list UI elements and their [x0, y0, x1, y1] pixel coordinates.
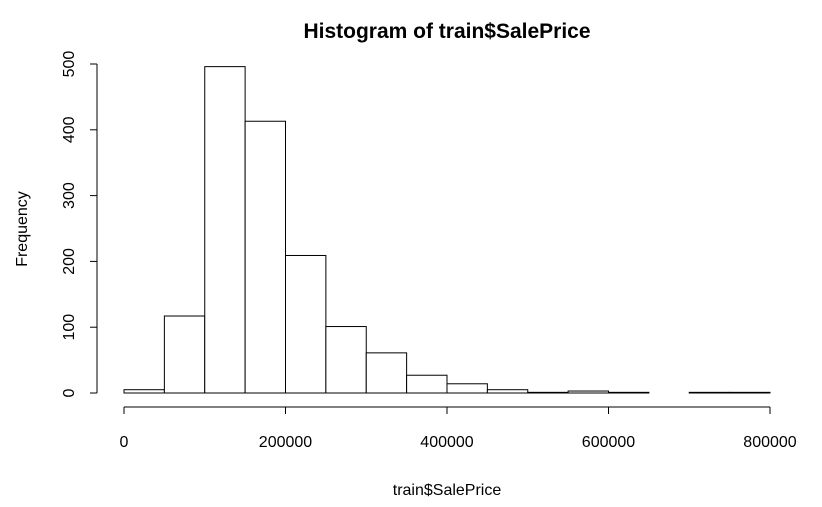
y-tick-label-4: 400	[61, 116, 78, 143]
x-tick-label-4: 800000	[743, 434, 796, 451]
chart-title: Histogram of train$SalePrice	[303, 20, 590, 43]
histogram-bar-11	[567, 390, 609, 394]
histogram-bar-5	[325, 326, 367, 394]
y-tick-label-2: 200	[61, 248, 78, 275]
histogram-bars	[123, 66, 771, 394]
histogram-bar-7	[406, 374, 448, 394]
histogram-bar-2	[204, 66, 246, 394]
histogram-bar-8	[446, 383, 488, 394]
y-tick-label-1: 100	[61, 314, 78, 341]
x-tick-label-2: 400000	[420, 434, 473, 451]
y-tick-label-3: 300	[61, 182, 78, 209]
y-axis-label: Frequency	[14, 191, 31, 267]
histogram-bar-0	[123, 389, 165, 394]
histogram-bar-15	[729, 391, 771, 394]
histogram-bar-3	[244, 120, 286, 394]
x-axis: 0 200000 400000 600000 800000	[120, 406, 797, 451]
x-tick-label-3: 600000	[582, 434, 635, 451]
histogram-bar-9	[486, 389, 529, 394]
histogram-bar-4	[285, 254, 327, 394]
x-axis-label: train$SalePrice	[393, 482, 502, 499]
histogram-bar-14	[688, 391, 731, 394]
y-tick-label-5: 500	[61, 51, 78, 78]
histogram-bar-6	[365, 352, 408, 394]
x-tick-label-0: 0	[120, 434, 129, 451]
y-axis: 0 100 200 300 400 500	[61, 51, 98, 397]
histogram-bar-10	[527, 391, 569, 394]
histogram-bar-1	[163, 315, 206, 394]
y-tick-label-0: 0	[61, 388, 78, 397]
x-tick-label-1: 200000	[259, 434, 312, 451]
histogram-bar-12	[608, 391, 650, 394]
